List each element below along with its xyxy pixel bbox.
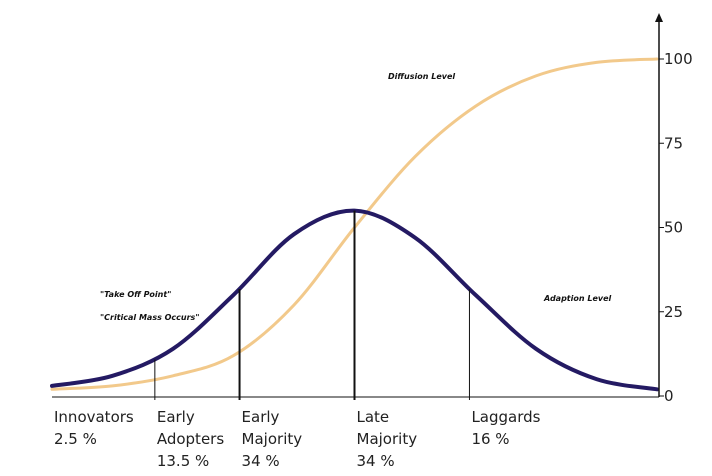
category-label: 13.5 %	[157, 452, 209, 470]
diffusion-level-label: Diffusion Level	[388, 72, 455, 81]
category-label: Majority	[357, 430, 418, 448]
annotations-layer: Diffusion Level Adaption Level "Take Off…	[100, 72, 612, 322]
adaption-level-label: Adaption Level	[543, 294, 612, 303]
y-tick-label: 75	[664, 134, 683, 152]
category-label: 16 %	[471, 430, 509, 448]
category-label: Early	[157, 408, 195, 426]
categories-layer: Innovators 2.5 % Early Adopters 13.5 % Early M…	[54, 408, 541, 470]
category-label: 2.5 %	[54, 430, 97, 448]
category-label: 34 %	[357, 452, 395, 470]
y-tick-label: 100	[664, 50, 693, 68]
dividers-layer	[154, 210, 470, 400]
category-label: Majority	[242, 430, 303, 448]
category-label: Late	[357, 408, 390, 426]
ticks-layer: 0 25 50 75 100	[659, 50, 693, 405]
axes-layer	[52, 13, 663, 398]
y-axis-arrow-icon	[655, 13, 663, 22]
critical-mass-label: "Critical Mass Occurs"	[100, 313, 199, 322]
adaption-level-curve	[50, 208, 659, 392]
category-label: 34 %	[242, 452, 280, 470]
category-label: Adopters	[157, 430, 224, 448]
take-off-point-label: "Take Off Point"	[100, 290, 171, 299]
category-label: Laggards	[471, 408, 540, 426]
category-label: Early	[242, 408, 280, 426]
category-label: Innovators	[54, 408, 134, 426]
y-tick-label: 0	[664, 387, 674, 405]
y-tick-label: 25	[664, 303, 683, 321]
y-tick-label: 50	[664, 219, 683, 237]
